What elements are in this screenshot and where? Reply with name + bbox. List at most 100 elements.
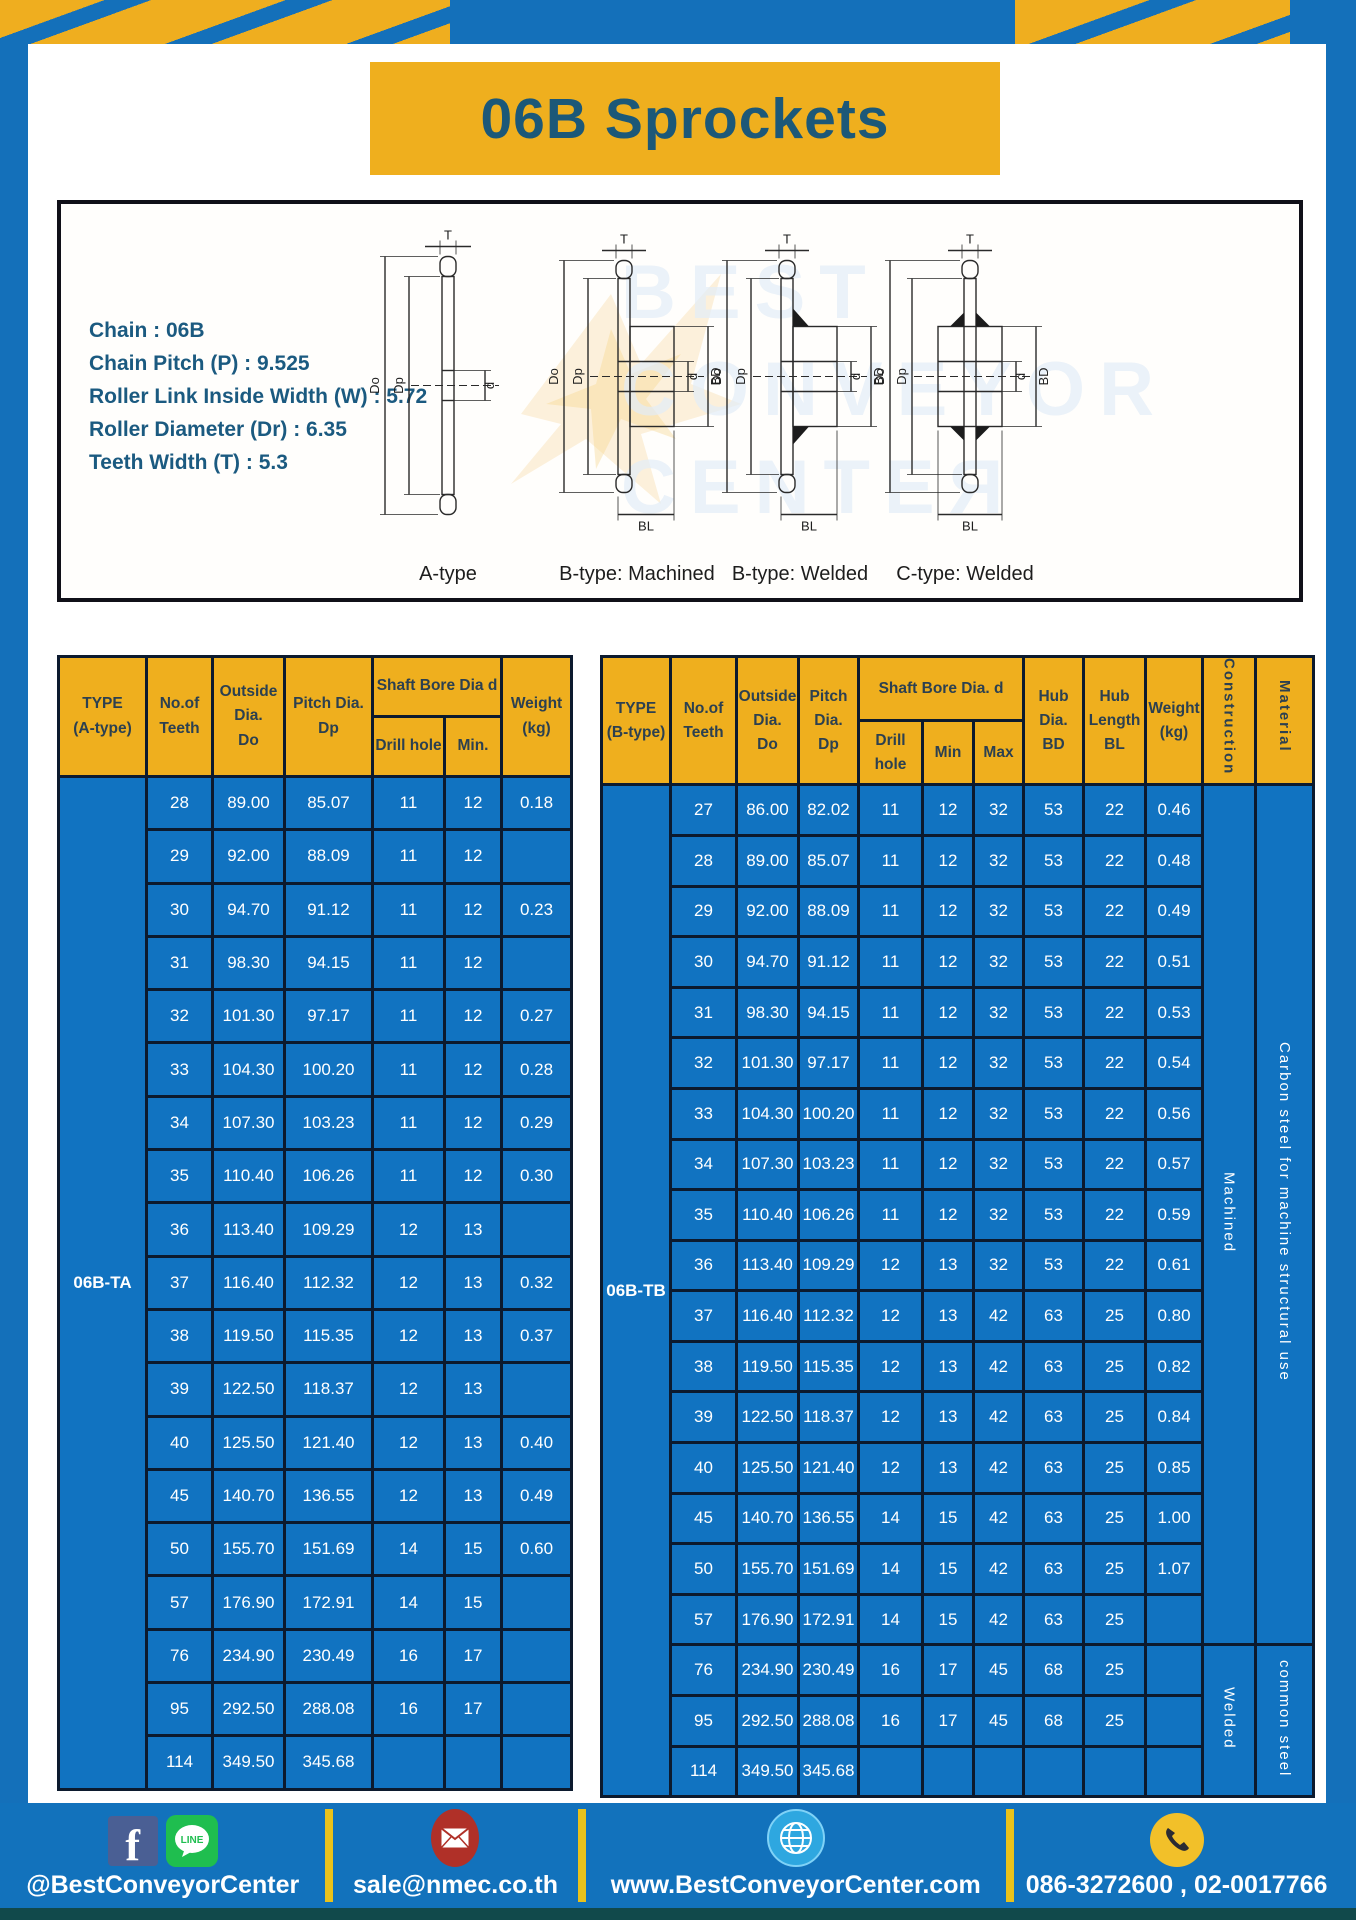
- table-cell: 22: [1082, 1137, 1148, 1192]
- table-row: 38 119.50 115.35 12 13 42 63 25 0.82: [602, 1339, 1314, 1394]
- table-cell: 113.40: [211, 1201, 286, 1258]
- table-cell: 114: [145, 1734, 214, 1791]
- table-cell: 13: [921, 1238, 975, 1293]
- table-row: 114 349.50 345.68: [59, 1734, 574, 1791]
- table-cell: 234.90: [211, 1627, 286, 1685]
- table-cell: 107.30: [211, 1094, 286, 1152]
- table-cell: 92.00: [735, 884, 800, 939]
- footer-website[interactable]: www.BestConveyorCenter.com: [586, 1803, 1006, 1908]
- table-cell: 172.91: [797, 1592, 860, 1647]
- table-cell: 32: [971, 1238, 1026, 1293]
- table-cell: 63: [1022, 1339, 1086, 1394]
- title-banner: 06B Sprockets: [370, 62, 1000, 175]
- table-cell: 12: [857, 1289, 924, 1343]
- table-cell: 15: [442, 1521, 504, 1578]
- hazard-stripes-left: [0, 0, 450, 44]
- facebook-icon[interactable]: f: [107, 1816, 158, 1868]
- table-cell: 37: [145, 1254, 214, 1311]
- table-cell: 11: [857, 1036, 924, 1090]
- table-cell: 106.26: [797, 1188, 860, 1242]
- table-cell: 101.30: [735, 1036, 800, 1090]
- mail-icon: [431, 1809, 480, 1867]
- phone-numbers[interactable]: 086-3272600 , 02-0017766: [1025, 1871, 1328, 1899]
- table-cell: 176.90: [735, 1592, 800, 1647]
- table-cell: 35: [669, 1188, 738, 1242]
- table-cell: 36: [669, 1238, 738, 1293]
- table-cell: 53: [1022, 1036, 1086, 1090]
- table-row: 95 292.50 288.08 16 17 45 68 25: [602, 1694, 1314, 1748]
- email-address[interactable]: sale@nmec.co.th: [352, 1871, 558, 1899]
- table-cell: 16: [371, 1627, 446, 1685]
- table-cell: 292.50: [735, 1694, 800, 1748]
- table-cell: 0.51: [1144, 935, 1205, 989]
- table-cell: 82.02: [797, 783, 860, 837]
- type-label-cell: 06B-TA: [57, 775, 148, 1791]
- table-cell: 89.00: [211, 774, 286, 832]
- footer-social[interactable]: f LINE @BestConveyorCenter: [0, 1803, 325, 1908]
- dim-Do: Do: [872, 368, 887, 385]
- table-cell: 0.59: [1144, 1188, 1205, 1242]
- table-cell: 53: [1022, 1188, 1086, 1242]
- table-cell: 0.49: [1144, 884, 1205, 939]
- b-type-machined-drawing: T Do Dp d BD BL: [546, 232, 723, 534]
- diagram-caption: C-type: Welded: [896, 563, 1034, 585]
- b-type-welded-drawing: T Do Dp d BD BL: [709, 232, 886, 534]
- material-cell: common steel: [1254, 1643, 1316, 1799]
- table-cell: 35: [145, 1148, 214, 1205]
- table-row: 29 92.00 88.09 11 12 32 53 22 0.49: [602, 884, 1314, 939]
- table-cell: 121.40: [797, 1441, 860, 1495]
- table-cell: 0.56: [1144, 1086, 1205, 1141]
- dim-d: d: [848, 373, 863, 380]
- table-row: 32 101.30 97.17 11 12 32 53 22 0.54: [602, 1036, 1314, 1090]
- table-cell: [500, 1201, 574, 1258]
- table-cell: 0.49: [500, 1467, 574, 1525]
- social-handle[interactable]: @BestConveyorCenter: [26, 1871, 300, 1899]
- table-cell: 63: [1022, 1390, 1086, 1445]
- table-cell: 94.70: [735, 935, 800, 989]
- table-cell: 104.30: [735, 1086, 800, 1141]
- table-cell: 12: [442, 828, 504, 885]
- table-cell: [971, 1744, 1026, 1799]
- table-cell: 103.23: [797, 1137, 860, 1192]
- table-cell: 22: [1082, 985, 1148, 1040]
- table-cell: 42: [971, 1390, 1026, 1445]
- website-url[interactable]: www.BestConveyorCenter.com: [610, 1871, 981, 1899]
- table-cell: 45: [145, 1467, 214, 1525]
- table-cell: 45: [971, 1643, 1026, 1698]
- footer-email[interactable]: sale@nmec.co.th: [333, 1803, 577, 1908]
- table-cell: 107.30: [735, 1137, 800, 1192]
- col-header-min: Min.: [442, 715, 504, 778]
- diagram-panel: BEST CONVEYOR CENTEЯ Chain : 06B Chain Pit…: [57, 200, 1303, 602]
- phone-icon: [1149, 1813, 1204, 1867]
- footer-phone[interactable]: 086-3272600 , 02-0017766: [1014, 1803, 1339, 1908]
- table-cell: 112.32: [283, 1254, 374, 1311]
- diagram-b-type-welded: T Do Dp d BD BL B-type: Welded: [705, 218, 895, 586]
- table-cell: 11: [857, 935, 924, 989]
- table-cell: 95: [145, 1681, 214, 1738]
- table-cell: 0.84: [1144, 1390, 1205, 1445]
- table-cell: 53: [1022, 783, 1086, 837]
- table-cell: 25: [1082, 1643, 1148, 1698]
- table-cell: 12: [921, 833, 975, 888]
- table-cell: 50: [145, 1521, 214, 1578]
- table-cell: 63: [1022, 1542, 1086, 1596]
- table-cell: [1144, 1643, 1205, 1698]
- table-row: 31 98.30 94.15 11 12: [59, 934, 574, 992]
- table-cell: 98.30: [211, 934, 286, 992]
- construction-cell: Machined: [1201, 783, 1258, 1647]
- line-app-icon[interactable]: LINE: [165, 1815, 218, 1867]
- construction-cell: Welded: [1201, 1643, 1258, 1799]
- dim-BD: BD: [708, 367, 723, 385]
- table-row: 30 94.70 91.12 11 12 0.23: [59, 881, 574, 938]
- table-cell: 176.90: [211, 1574, 286, 1631]
- table-cell: [1144, 1592, 1205, 1647]
- table-cell: 140.70: [735, 1491, 800, 1546]
- table-cell: 40: [669, 1441, 738, 1495]
- table-cell: [500, 1627, 574, 1685]
- table-cell: 151.69: [797, 1542, 860, 1596]
- table-cell: 22: [1082, 1238, 1148, 1293]
- table-row: 40 125.50 121.40 12 13 42 63 25 0.85: [602, 1441, 1314, 1495]
- table-cell: 53: [1022, 935, 1086, 989]
- table-cell: 11: [857, 985, 924, 1040]
